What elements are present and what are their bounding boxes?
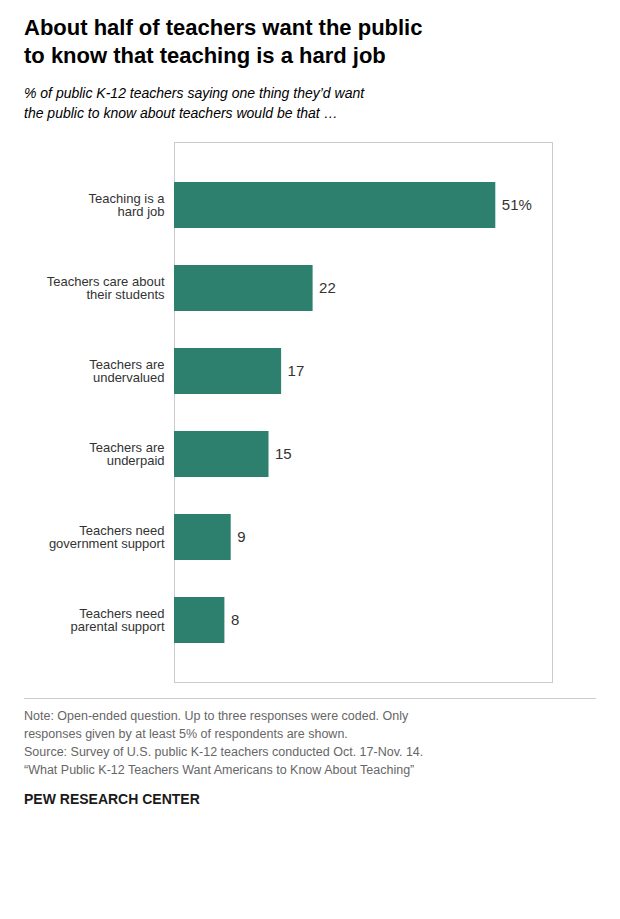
svg-text:Teachers needparental support: Teachers needparental support (71, 606, 165, 634)
html-text:About half of teachers want th: About half of teachers want the public t… (24, 15, 423, 68)
svg-text:Teaching is ahard job: Teaching is ahard job (89, 191, 166, 219)
svg-text:17: 17 (288, 362, 305, 379)
html-text:% of public K-12 teachers sayi: % of public K-12 teachers saying one thi… (24, 85, 365, 122)
svg-text:Teachers care abouttheir stude: Teachers care abouttheir students (47, 274, 165, 302)
svg-text:Teachers areunderpaid: Teachers areunderpaid (89, 440, 164, 468)
svg-text:22: 22 (319, 279, 336, 296)
svg-text:8: 8 (231, 611, 239, 628)
svg-text:51%: 51% (502, 196, 532, 213)
svg-text:Teachers areundervalued: Teachers areundervalued (89, 357, 164, 385)
svg-text:Teachers needgovernment suppor: Teachers needgovernment support (49, 523, 165, 551)
html-text:PEW RESEARCH CENTER: PEW RESEARCH CENTER (24, 791, 200, 808)
html-text:Note: Open-ended question. Up: Note: Open-ended question. Up to three r… (24, 708, 424, 777)
svg-text:9: 9 (237, 528, 245, 545)
svg-text:15: 15 (275, 445, 292, 462)
